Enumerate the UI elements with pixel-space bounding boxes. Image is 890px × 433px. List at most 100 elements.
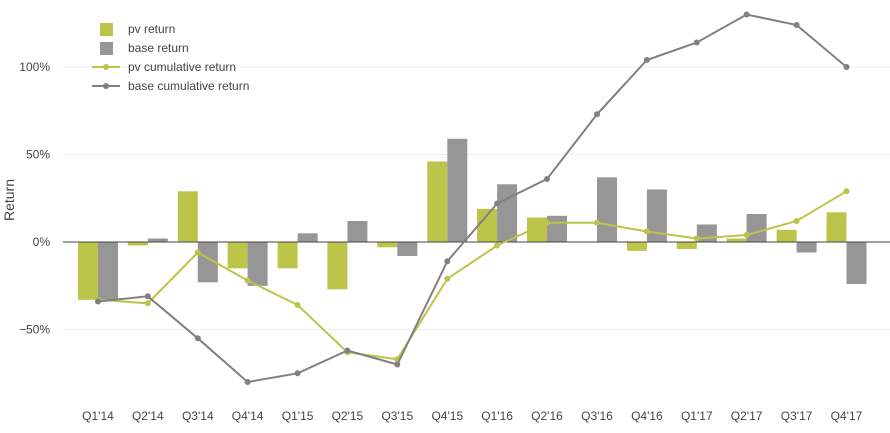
x-tick-label: Q3'16	[581, 409, 613, 423]
bars	[78, 138, 867, 300]
line-pv-cumulative-return	[97, 190, 848, 361]
x-tick-label: Q2'17	[731, 409, 763, 423]
x-tick-label: Q2'15	[332, 409, 364, 423]
point-base-cumulative-return-Q2'14	[144, 293, 151, 300]
legend-label: base cumulative return	[128, 79, 249, 93]
point-pv-cumulative-return-Q3'17	[793, 218, 800, 224]
x-tick-labels: Q1'14 Q2'14 Q3'14 Q4'14 Q1'15 Q2'15 Q3'15 Q4'15…	[82, 409, 862, 423]
x-tick-label: Q4'17	[831, 409, 863, 423]
bar-pv-return-Q2'14	[127, 242, 148, 246]
x-tick-label: Q1'15	[282, 409, 314, 423]
legend[interactable]: pv return base return pv cumulative return…	[92, 22, 249, 93]
point-pv-cumulative-return-Q3'16	[594, 219, 600, 226]
point-base-cumulative-return-Q3'16	[594, 111, 600, 118]
bar-pv-return-Q3'14	[177, 191, 198, 243]
legend-label: base return	[128, 41, 189, 55]
bar-base-return-Q1'17	[696, 224, 717, 242]
bar-base-return-Q1'15	[297, 233, 318, 243]
x-tick-label: Q4'14	[232, 409, 264, 423]
x-tick-label: Q3'15	[381, 409, 413, 423]
x-tick-label: Q1'14	[82, 409, 114, 423]
x-tick-label: Q3'14	[182, 409, 214, 423]
legend-item-pv-return[interactable]: pv return	[100, 22, 175, 36]
bar-pv-return-Q2'17	[726, 238, 747, 242]
point-base-cumulative-return-Q4'16	[643, 57, 650, 63]
x-tick-label: Q1'16	[481, 409, 513, 423]
legend-item-base-cumulative-return[interactable]: base cumulative return	[92, 79, 249, 93]
bar-base-return-Q3'17	[796, 242, 817, 253]
bar-base-return-Q4'16	[646, 189, 667, 242]
point-base-cumulative-return-Q1'14	[95, 298, 101, 305]
y-tick-label: −50%	[19, 323, 50, 337]
cumulative-lines	[95, 11, 850, 385]
x-tick-label: Q2'14	[132, 409, 164, 423]
bar-base-return-Q2'17	[746, 214, 767, 242]
point-base-cumulative-return-Q3'15	[394, 361, 401, 368]
x-tick-label: Q2'16	[531, 409, 563, 423]
point-base-cumulative-return-Q2'15	[344, 347, 351, 354]
point-base-cumulative-return-Q4'17	[843, 64, 850, 70]
point-base-cumulative-return-Q4'14	[244, 379, 251, 385]
y-tick-label: 100%	[19, 60, 50, 74]
legend-item-pv-cumulative-return[interactable]: pv cumulative return	[92, 60, 236, 74]
point-pv-cumulative-return-Q1'17	[693, 235, 700, 242]
bar-base-return-Q2'16	[547, 215, 567, 243]
bar-base-return-Q3'14	[197, 242, 218, 283]
x-tick-label: Q3'17	[781, 409, 813, 423]
point-pv-cumulative-return-Q2'17	[743, 232, 750, 238]
point-pv-cumulative-return-Q2'14	[144, 300, 151, 307]
point-base-cumulative-return-Q2'17	[743, 11, 750, 18]
point-pv-cumulative-return-Q4'14	[244, 277, 251, 284]
point-pv-cumulative-return-Q1'15	[294, 302, 301, 308]
bar-pv-return-Q4'16	[626, 242, 647, 251]
bar-pv-return-Q1'17	[676, 242, 697, 249]
y-tick-label: 0%	[33, 235, 51, 249]
x-tick-label: Q1'17	[681, 409, 713, 423]
bar-base-return-Q3'15	[397, 242, 418, 256]
bar-pv-return-Q3'17	[776, 229, 797, 243]
bar-pv-return-Q1'14	[78, 242, 98, 300]
bar-pv-return-Q1'16	[477, 208, 498, 243]
bar-base-return-Q3'16	[597, 177, 617, 243]
point-pv-cumulative-return-Q2'16	[544, 219, 550, 226]
bar-pv-return-Q4'14	[227, 242, 248, 269]
point-pv-cumulative-return-Q4'15	[444, 275, 451, 282]
point-pv-cumulative-return-Q4'17	[843, 188, 850, 195]
point-base-cumulative-return-Q2'16	[544, 176, 550, 182]
bar-base-return-Q1'14	[98, 242, 118, 300]
bar-base-return-Q4'14	[247, 242, 268, 286]
bar-base-return-Q4'15	[447, 138, 468, 243]
bar-pv-return-Q2'16	[527, 217, 547, 242]
legend-label: pv cumulative return	[128, 60, 236, 74]
x-tick-label: Q4'16	[631, 409, 663, 423]
bar-base-return-Q4'17	[846, 242, 867, 284]
y-axis-title: Return	[1, 179, 17, 221]
bar-pv-return-Q4'15	[427, 161, 448, 242]
point-base-cumulative-return-Q3'17	[793, 22, 800, 28]
legend-swatch	[100, 23, 113, 36]
grid-lines	[63, 66, 890, 330]
bar-base-return-Q2'15	[347, 221, 368, 242]
point-pv-cumulative-return-Q3'14	[194, 249, 201, 256]
bar-base-return-Q1'16	[497, 184, 518, 243]
bar-pv-return-Q4'17	[826, 212, 847, 243]
point-base-cumulative-return-Q1'16	[494, 200, 501, 207]
legend-item-base-return[interactable]: base return	[100, 41, 189, 55]
legend-label: pv return	[128, 22, 175, 36]
bar-base-return-Q2'14	[147, 238, 168, 242]
y-tick-label: 50%	[26, 148, 50, 162]
point-base-cumulative-return-Q4'15	[444, 258, 451, 265]
y-tick-labels: −50% 0% 50% 100%	[19, 60, 50, 337]
point-base-cumulative-return-Q3'14	[194, 335, 201, 342]
point-base-cumulative-return-Q1'17	[693, 39, 700, 46]
bar-pv-return-Q3'15	[377, 242, 398, 248]
bar-pv-return-Q1'15	[277, 242, 298, 269]
line-base-cumulative-return	[97, 13, 848, 384]
bar-pv-return-Q2'15	[327, 242, 348, 290]
point-pv-cumulative-return-Q4'16	[643, 228, 650, 235]
x-tick-label: Q4'15	[431, 409, 463, 423]
point-pv-cumulative-return-Q1'16	[494, 242, 501, 249]
legend-swatch	[100, 42, 113, 55]
point-base-cumulative-return-Q1'15	[294, 370, 301, 377]
